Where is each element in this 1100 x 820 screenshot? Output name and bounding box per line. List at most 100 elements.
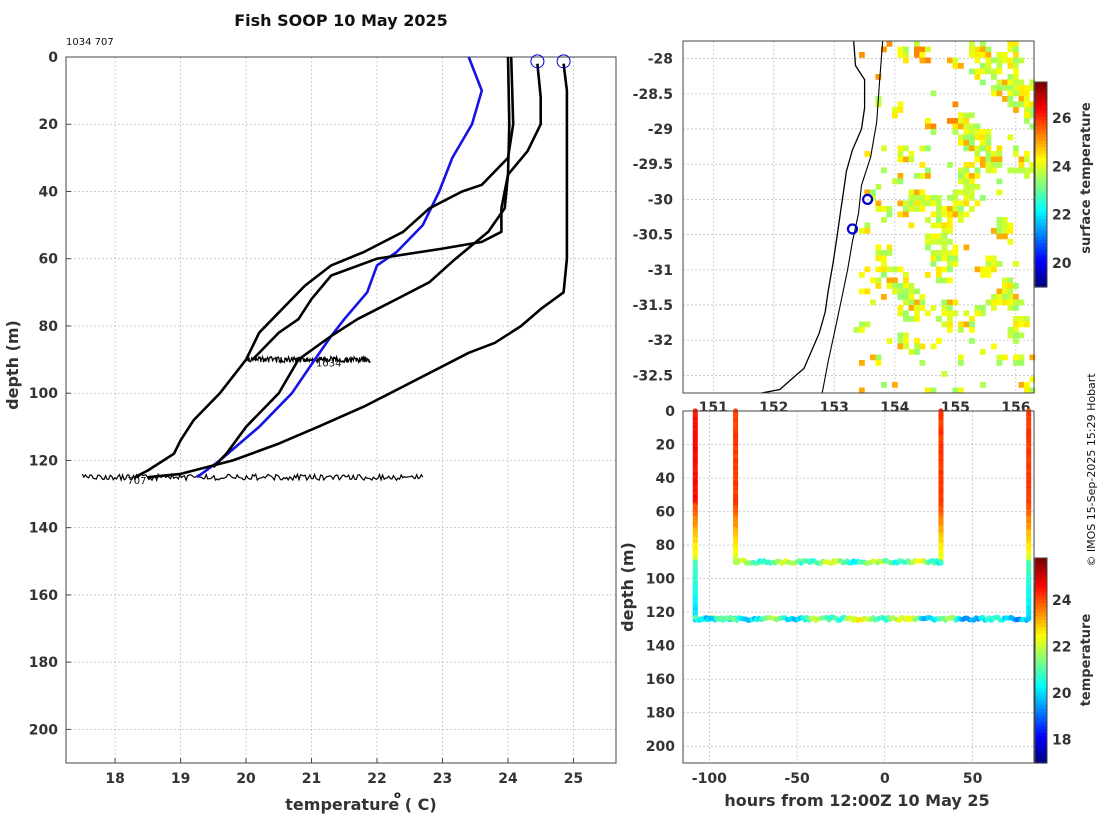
sst-pixel [996, 299, 1003, 306]
sst-pixel [969, 316, 975, 322]
sst-pixel [958, 200, 964, 207]
sst-pixel [996, 294, 1003, 300]
colorbar-swatch [1035, 170, 1047, 175]
sst-pixel [1024, 118, 1030, 124]
sst-pixel [870, 189, 876, 196]
sst-pixel [930, 239, 937, 245]
colorbar-swatch [1035, 263, 1047, 268]
sst-pixel [985, 156, 992, 163]
sst-pixel [903, 338, 909, 344]
sst-pixel [969, 189, 975, 196]
sst-pixel [963, 145, 970, 152]
sst-pixel [996, 52, 1003, 58]
colorbar-swatch [1035, 218, 1047, 223]
sst-pixel [1013, 57, 1019, 64]
sst-pixel [947, 255, 953, 262]
sst-pixel [925, 272, 931, 278]
sst-pixel [958, 360, 964, 366]
sst-pixel [947, 261, 953, 267]
sst-pixel [936, 277, 942, 284]
sst-pixel [952, 118, 959, 124]
x-tick-label: 21 [302, 771, 321, 787]
sst-pixel [1007, 332, 1014, 339]
colorbar-swatch [1035, 215, 1047, 220]
sst-pixel [897, 310, 904, 317]
td-y-tick-label: 120 [646, 605, 675, 621]
sst-pixel [892, 178, 898, 185]
sst-pixel [919, 206, 926, 212]
td-colorbar-swatch [1035, 684, 1047, 689]
td-colorbar-swatch [1035, 722, 1047, 727]
sst-pixel [875, 277, 882, 284]
sst-pixel [947, 222, 953, 229]
sst-pixel [925, 239, 931, 245]
sst-pixel [1007, 277, 1014, 284]
colorbar-swatch [1035, 92, 1047, 97]
sst-pixel [919, 299, 926, 306]
sst-pixel [974, 151, 981, 157]
sst-pixel [969, 134, 975, 141]
td-colorbar-swatch [1035, 585, 1047, 590]
td-y-tick-label: 160 [646, 672, 675, 688]
sst-pixel [991, 228, 997, 234]
sst-pixel [1018, 96, 1025, 102]
td-colorbar-swatch [1035, 626, 1047, 631]
colorbar-swatch [1035, 208, 1047, 213]
sst-pixel [881, 382, 887, 388]
sst-pixel [1007, 288, 1014, 295]
y-tick-label: 40 [39, 184, 59, 200]
sst-pixel [936, 272, 942, 278]
sst-pixel [859, 360, 865, 366]
sst-pixel [914, 299, 920, 306]
sst-pixel [936, 255, 942, 262]
td-colorbar-tick-label: 24 [1052, 593, 1072, 609]
colorbar-swatch [1035, 164, 1047, 169]
sst-pixel [1013, 316, 1019, 322]
sst-pixel [925, 167, 931, 174]
sst-pixel [985, 162, 992, 168]
td-colorbar-label: temperature [1079, 614, 1094, 707]
timedepth-frame [682, 410, 1035, 764]
sst-pixel [881, 255, 887, 262]
sst-pixel [974, 57, 981, 64]
td-colorbar-swatch [1035, 677, 1047, 682]
sst-pixel [1013, 327, 1019, 333]
td-colorbar-swatch [1035, 667, 1047, 672]
sst-pixel [996, 79, 1003, 86]
sst-pixel [996, 57, 1003, 64]
sst-pixel [859, 52, 865, 58]
sst-pixel [963, 173, 970, 179]
sst-pixel [980, 129, 986, 135]
id-label: 1034 707 [66, 37, 114, 48]
sst-pixel [875, 206, 882, 212]
sst-pixel [958, 354, 964, 361]
sst-pixel [930, 250, 937, 256]
sst-pixel [903, 299, 909, 306]
sst-pixel [908, 222, 915, 229]
sst-pixel [936, 211, 942, 218]
sst-pixel [859, 228, 865, 234]
sst-pixel [963, 167, 970, 174]
sst-pixel [886, 277, 893, 284]
td-colorbar-swatch [1035, 561, 1047, 566]
td-colorbar-swatch [1035, 681, 1047, 686]
sst-pixel [996, 228, 1003, 234]
sst-pixel [1018, 90, 1025, 97]
bottom-marker-label: 707 [127, 476, 146, 487]
colorbar-swatch [1035, 194, 1047, 199]
sst-pixel [908, 189, 915, 196]
sst-pixel [914, 310, 920, 317]
sst-pixel [1002, 288, 1008, 295]
colorbar-swatch [1035, 153, 1047, 158]
sst-pixel [864, 189, 871, 196]
station-marker [861, 193, 874, 205]
sst-pixel [952, 310, 959, 317]
sst-pixel [875, 74, 882, 80]
td-colorbar-swatch [1035, 568, 1047, 573]
sst-pixel [892, 277, 898, 284]
sst-pixel [952, 211, 959, 218]
sst-pixel [897, 338, 904, 344]
sst-pixel [1013, 107, 1019, 113]
sst-pixel [908, 206, 915, 212]
